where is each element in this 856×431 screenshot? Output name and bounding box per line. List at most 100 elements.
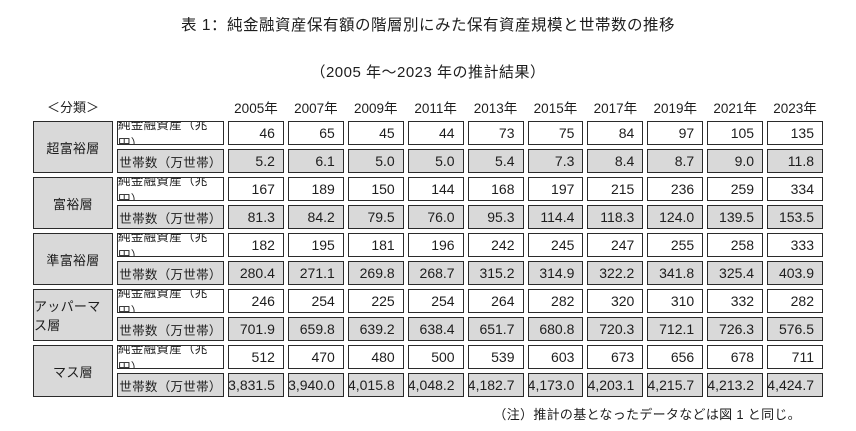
household-value-cell: 4,015.8 [347, 373, 404, 397]
asset-value-cell: 470 [287, 345, 344, 369]
year-cell: 2007年 [294, 101, 338, 116]
asset-value-cell: 320 [587, 289, 644, 313]
household-value-cell: 11.8 [767, 149, 823, 173]
asset-value-cell: 181 [347, 233, 404, 257]
household-value-cell: 651.7 [467, 317, 524, 341]
asset-value-cell: 44 [407, 121, 464, 145]
asset-value-cell: 84 [587, 121, 644, 145]
household-value-cell: 79.5 [347, 205, 404, 229]
asset-value-cell: 135 [767, 121, 823, 145]
household-value-cell: 639.2 [347, 317, 404, 341]
household-value-cell: 680.8 [527, 317, 584, 341]
year-cell: 2017年 [593, 101, 638, 116]
household-value-cell: 314.9 [527, 261, 584, 285]
household-value-cell: 701.9 [228, 317, 284, 341]
asset-value-cell: 168 [467, 177, 524, 201]
household-value-cell: 153.5 [767, 205, 823, 229]
household-value-cell: 5.2 [228, 149, 284, 173]
asset-value-cell: 254 [287, 289, 344, 313]
household-value-cell: 271.1 [287, 261, 344, 285]
asset-value-cell: 182 [228, 233, 284, 257]
asset-value-cell: 255 [647, 233, 704, 257]
household-value-cell: 4,424.7 [767, 373, 823, 397]
household-value-cell: 5.4 [467, 149, 524, 173]
household-value-cell: 4,203.1 [587, 373, 644, 397]
tier-group-row: マス層 純金融資産（兆円） 512 470 480 500 539 603 673 656 678 7… [33, 345, 823, 397]
household-value-cell: 659.8 [287, 317, 344, 341]
household-value-cell: 3,940.0 [287, 373, 344, 397]
asset-value-cell: 259 [707, 177, 764, 201]
category-cell: 準富裕層 [33, 233, 113, 285]
household-value-cell: 95.3 [467, 205, 524, 229]
asset-value-cell: 195 [287, 233, 344, 257]
household-value-cell: 114.4 [527, 205, 584, 229]
tier-group-row: アッパーマス層 純金融資産（兆円） 246 254 225 254 264 282 320 310… [33, 289, 823, 341]
category-cell: マス層 [33, 345, 113, 397]
household-value-cell: 403.9 [767, 261, 823, 285]
asset-value-cell: 603 [527, 345, 584, 369]
asset-value-cell: 656 [647, 345, 704, 369]
asset-value-cell: 45 [347, 121, 404, 145]
asset-value-cell: 150 [347, 177, 404, 201]
asset-value-cell: 167 [228, 177, 284, 201]
asset-value-cell: 264 [467, 289, 524, 313]
household-value-cell: 6.1 [287, 149, 344, 173]
asset-value-cell: 500 [407, 345, 464, 369]
household-value-cell: 4,215.7 [647, 373, 704, 397]
asset-value-cell: 105 [707, 121, 764, 145]
household-value-cell: 720.3 [587, 317, 644, 341]
household-value-cell: 4,048.2 [407, 373, 464, 397]
asset-value-cell: 189 [287, 177, 344, 201]
year-cell: 2011年 [414, 101, 457, 116]
tier-group-row: 富裕層 純金融資産（兆円） 167 189 150 144 168 197 215 236 259 3… [33, 177, 823, 229]
row-label-assets: 純金融資産（兆円） [117, 345, 224, 369]
household-value-cell: 8.7 [647, 149, 704, 173]
household-value-cell: 268.7 [407, 261, 464, 285]
footnote: （注）推計の基となったデータなどは図 1 と同じ。 [493, 407, 801, 422]
asset-value-cell: 480 [347, 345, 404, 369]
asset-value-cell: 144 [407, 177, 464, 201]
household-value-cell: 315.2 [467, 261, 524, 285]
asset-value-cell: 254 [407, 289, 464, 313]
household-value-cell: 712.1 [647, 317, 704, 341]
row-label-households: 世帯数（万世帯） [117, 317, 224, 341]
asset-value-cell: 225 [347, 289, 404, 313]
asset-value-cell: 539 [467, 345, 524, 369]
household-value-cell: 726.3 [707, 317, 764, 341]
household-value-cell: 3,831.5 [228, 373, 284, 397]
asset-value-cell: 334 [767, 177, 823, 201]
asset-value-cell: 246 [228, 289, 284, 313]
row-label-households: 世帯数（万世帯） [117, 373, 224, 397]
asset-value-cell: 310 [647, 289, 704, 313]
row-label-households: 世帯数（万世帯） [117, 261, 224, 285]
asset-value-cell: 75 [527, 121, 584, 145]
asset-value-cell: 332 [707, 289, 764, 313]
category-cell: 超富裕層 [33, 121, 113, 173]
household-value-cell: 4,173.0 [527, 373, 584, 397]
household-value-cell: 4,182.7 [467, 373, 524, 397]
household-value-cell: 76.0 [407, 205, 464, 229]
row-label-assets: 純金融資産（兆円） [117, 289, 224, 313]
household-value-cell: 638.4 [407, 317, 464, 341]
household-value-cell: 8.4 [587, 149, 644, 173]
asset-value-cell: 282 [527, 289, 584, 313]
asset-value-cell: 333 [767, 233, 823, 257]
household-value-cell: 81.3 [228, 205, 284, 229]
year-cell: 2013年 [473, 101, 518, 116]
household-value-cell: 84.2 [287, 205, 344, 229]
household-value-cell: 280.4 [228, 261, 284, 285]
asset-value-cell: 215 [587, 177, 644, 201]
row-label-assets: 純金融資産（兆円） [117, 233, 224, 257]
year-cell: 2023年 [773, 101, 817, 116]
asset-value-cell: 512 [228, 345, 284, 369]
asset-value-cell: 711 [767, 345, 823, 369]
household-value-cell: 341.8 [647, 261, 704, 285]
page-title: 表 1：純金融資産保有額の階層別にみた保有資産規模と世帯数の推移 [181, 17, 675, 34]
category-cell: 富裕層 [33, 177, 113, 229]
classification-label: ＜分類＞ [46, 100, 99, 115]
asset-value-cell: 65 [287, 121, 344, 145]
asset-value-cell: 236 [647, 177, 704, 201]
row-label-households: 世帯数（万世帯） [117, 149, 224, 173]
asset-value-cell: 97 [647, 121, 704, 145]
